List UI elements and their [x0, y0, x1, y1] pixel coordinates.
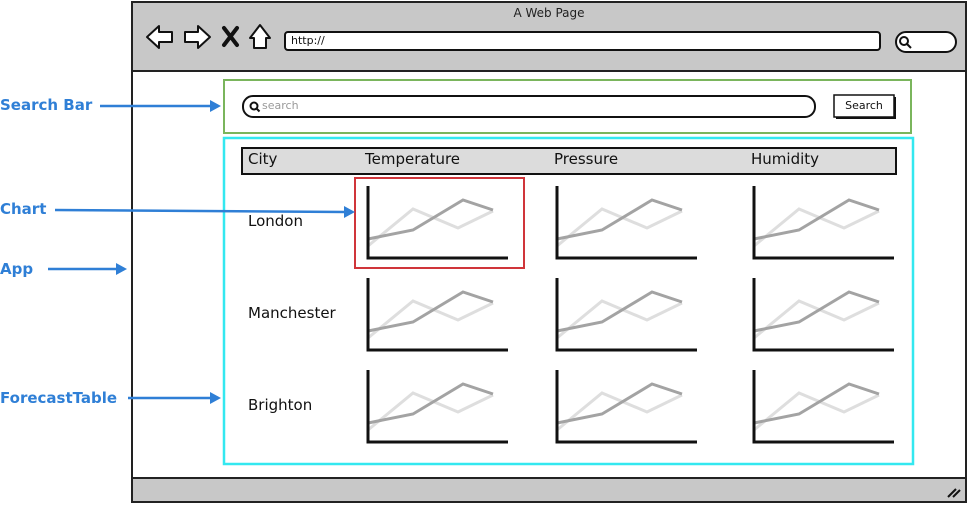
column-header-temperature: Temperature [365, 150, 461, 168]
chart-series-dark [556, 290, 683, 333]
search-icon [249, 101, 261, 113]
chart-manchester-humidity [752, 278, 894, 352]
chart-series-dark [753, 382, 880, 425]
stop-icon[interactable] [222, 26, 239, 47]
chart-series-dark [367, 198, 494, 241]
chart-london-pressure [555, 186, 697, 260]
search-bar-frame [223, 79, 912, 134]
column-header-city: City [248, 150, 278, 168]
city-row-label: Manchester [248, 304, 336, 322]
chart-manchester-temperature [366, 278, 508, 352]
app-frame [222, 136, 915, 466]
column-header-pressure: Pressure [554, 150, 619, 168]
resize-grip-icon[interactable] [947, 488, 961, 498]
address-bar-url: http:// [291, 34, 325, 47]
chart-series-light [367, 207, 494, 248]
chart-series-light [753, 207, 880, 248]
chart-highlight [354, 177, 525, 269]
chart-series-dark [367, 290, 494, 333]
chart-series-light [367, 299, 494, 340]
browser-window [131, 1, 967, 503]
annotation-app: App [0, 260, 34, 278]
column-header-humidity: Humidity [751, 150, 820, 168]
search-input[interactable] [242, 95, 816, 118]
chart-axes [752, 186, 894, 260]
forward-arrow-icon[interactable] [184, 25, 211, 49]
address-bar[interactable] [284, 31, 881, 51]
chart-series-dark [367, 382, 494, 425]
chart-series-light [753, 299, 880, 340]
home-icon[interactable] [249, 24, 271, 49]
city-row-label: Brighton [248, 396, 313, 414]
browser-search-box[interactable] [895, 31, 957, 53]
chart-axes [752, 370, 894, 444]
chart-axes [366, 186, 508, 260]
chart-axes [752, 278, 894, 352]
chart-manchester-pressure [555, 278, 697, 352]
annotation-forecast-table: ForecastTable [0, 389, 118, 407]
table-header-row [241, 147, 897, 175]
chart-series-light [556, 391, 683, 432]
window-title: A Web Page [513, 6, 585, 20]
chart-axes [555, 186, 697, 260]
chart-series-dark [753, 290, 880, 333]
status-bar [133, 478, 965, 501]
chart-series-dark [556, 382, 683, 425]
search-placeholder: search [262, 99, 299, 112]
chart-brighton-humidity [752, 370, 894, 444]
city-row-label: London [248, 212, 303, 230]
chart-london-temperature [366, 186, 508, 260]
charts-layer [366, 186, 894, 444]
chart-brighton-pressure [555, 370, 697, 444]
chart-axes [366, 278, 508, 352]
search-button-label: Search [845, 99, 883, 112]
chart-series-light [367, 391, 494, 432]
annotation-search-bar: Search Bar [0, 96, 93, 114]
chart-series-light [556, 299, 683, 340]
chart-axes [555, 278, 697, 352]
chart-london-humidity [752, 186, 894, 260]
back-arrow-icon[interactable] [146, 25, 173, 49]
chart-brighton-temperature [366, 370, 508, 444]
magnifier-icon [899, 36, 912, 49]
chart-series-light [556, 207, 683, 248]
chart-arrow [54, 208, 346, 214]
chart-series-light [753, 391, 880, 432]
chart-series-dark [556, 198, 683, 241]
annotation-chart: Chart [0, 200, 47, 218]
chart-series-dark [753, 198, 880, 241]
chart-axes [555, 370, 697, 444]
chart-axes [366, 370, 508, 444]
